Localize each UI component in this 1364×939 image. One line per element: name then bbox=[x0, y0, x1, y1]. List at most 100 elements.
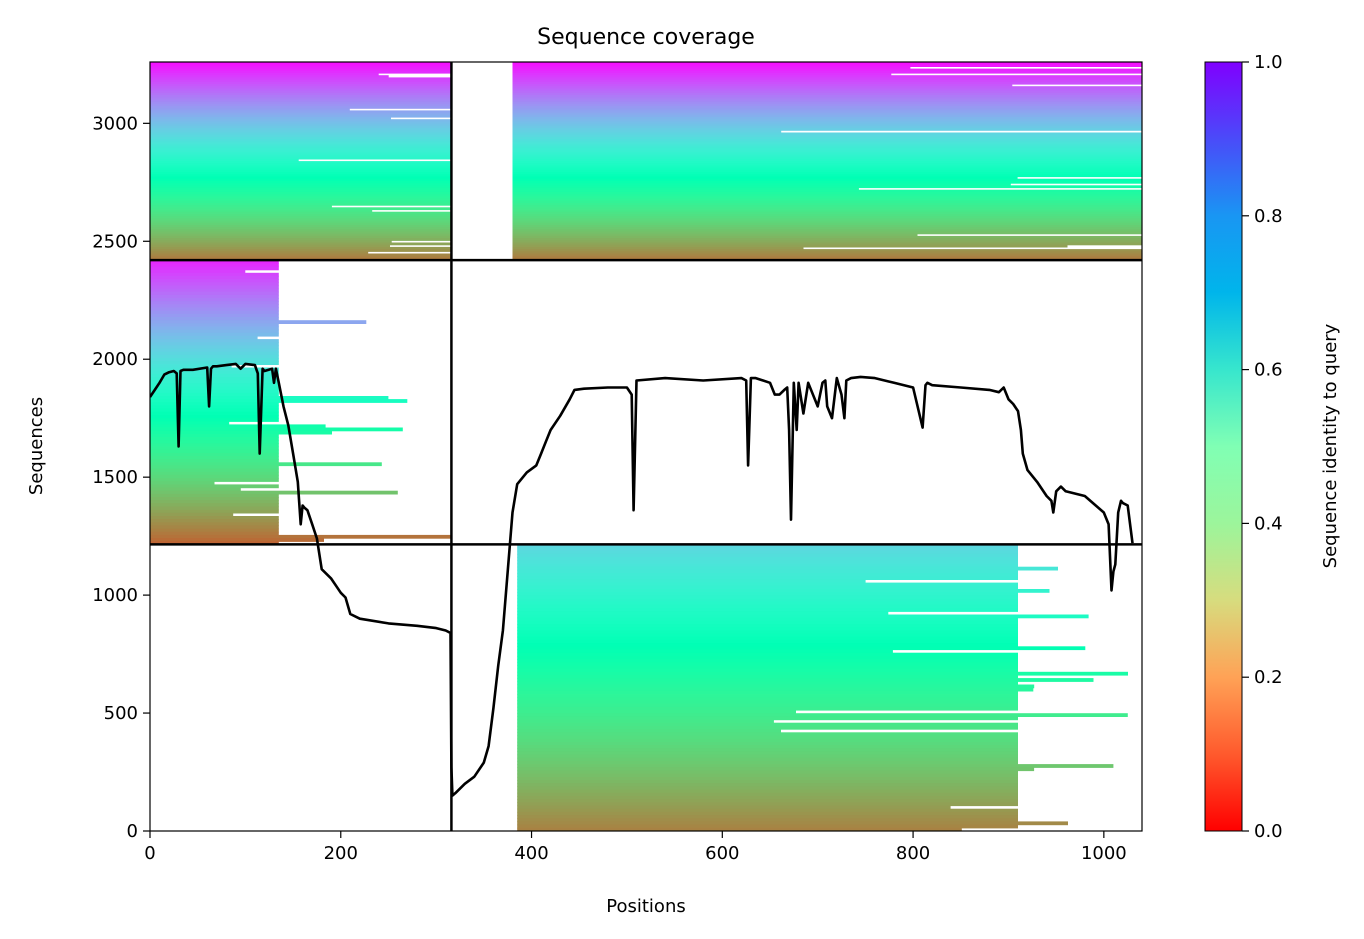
coverage-band bbox=[150, 456, 279, 460]
coverage-band bbox=[150, 235, 452, 239]
coverage-band bbox=[150, 152, 452, 156]
coverage-band bbox=[150, 509, 279, 514]
coverage-band bbox=[150, 541, 279, 545]
coverage-band bbox=[517, 636, 1018, 641]
coverage-band bbox=[150, 443, 279, 448]
coverage-band bbox=[150, 320, 367, 324]
coverage-band bbox=[517, 751, 1018, 756]
coverage-band bbox=[150, 103, 452, 107]
coverage-band bbox=[150, 196, 452, 200]
coverage-band bbox=[150, 213, 452, 217]
coverage-band bbox=[150, 249, 452, 252]
coverage-band bbox=[150, 275, 279, 280]
coverage-band bbox=[150, 373, 279, 378]
coverage-band bbox=[150, 145, 452, 149]
coverage-band bbox=[150, 198, 452, 202]
coverage-band bbox=[150, 497, 279, 501]
coverage-band bbox=[512, 167, 1142, 171]
coverage-band bbox=[150, 202, 452, 206]
y-tick-label: 500 bbox=[104, 703, 138, 724]
coverage-band bbox=[512, 84, 1013, 87]
coverage-band bbox=[517, 697, 1018, 702]
coverage-band bbox=[512, 242, 1142, 246]
coverage-band bbox=[512, 152, 1142, 156]
coverage-band bbox=[517, 732, 1018, 737]
coverage-band bbox=[150, 294, 279, 299]
coverage-band bbox=[150, 158, 299, 162]
coverage-band bbox=[150, 224, 452, 228]
coverage-band bbox=[517, 748, 1018, 752]
coverage-band bbox=[512, 134, 1142, 138]
x-axis-label: Positions bbox=[606, 896, 685, 917]
coverage-band bbox=[512, 205, 1142, 208]
coverage-band bbox=[512, 200, 1142, 204]
y-tick-label: 2000 bbox=[92, 349, 138, 370]
coverage-band bbox=[512, 202, 1142, 206]
coverage-band bbox=[517, 811, 1018, 816]
coverage-band bbox=[150, 386, 279, 391]
plot-area bbox=[150, 62, 1142, 831]
coverage-band bbox=[150, 172, 452, 175]
coverage-block-4 bbox=[512, 62, 1142, 261]
coverage-band bbox=[150, 317, 279, 321]
coverage-band bbox=[150, 227, 452, 230]
coverage-band bbox=[150, 73, 379, 76]
coverage-band bbox=[517, 773, 1018, 778]
coverage-band bbox=[517, 627, 1018, 631]
coverage-band bbox=[517, 792, 1018, 797]
coverage-band bbox=[517, 633, 1018, 638]
coverage-band bbox=[150, 121, 452, 125]
coverage-band bbox=[150, 101, 452, 105]
coverage-band bbox=[150, 185, 452, 189]
coverage-band bbox=[512, 163, 1142, 167]
coverage-band bbox=[150, 534, 453, 539]
coverage-band bbox=[150, 90, 452, 94]
x-tick-label: 0 bbox=[144, 843, 155, 864]
coverage-band bbox=[512, 231, 1142, 235]
coverage-band bbox=[512, 95, 1142, 98]
coverage-band bbox=[150, 396, 389, 400]
coverage-band bbox=[150, 452, 279, 457]
coverage-band bbox=[512, 213, 1142, 217]
y-tick-label: 3000 bbox=[92, 113, 138, 134]
coverage-band bbox=[512, 220, 1142, 224]
coverage-band bbox=[517, 713, 1128, 717]
coverage-band bbox=[512, 68, 1142, 72]
coverage-band bbox=[512, 62, 1142, 65]
coverage-band bbox=[517, 725, 1018, 730]
coverage-band bbox=[517, 767, 1035, 772]
y-tick-label: 1500 bbox=[92, 467, 138, 488]
coverage-band bbox=[150, 285, 279, 290]
coverage-band bbox=[517, 780, 1018, 784]
coverage-band bbox=[517, 617, 1018, 622]
coverage-band bbox=[150, 414, 279, 419]
coverage-band bbox=[150, 402, 279, 407]
coverage-band bbox=[150, 500, 279, 504]
coverage-band bbox=[517, 560, 1018, 565]
coverage-band bbox=[150, 421, 230, 425]
coverage-band bbox=[150, 389, 279, 394]
coverage-band bbox=[150, 106, 452, 109]
coverage-band bbox=[150, 77, 452, 81]
coverage-band bbox=[150, 465, 279, 470]
coverage-band bbox=[150, 62, 452, 65]
coverage-band bbox=[517, 757, 1018, 762]
coverage-band bbox=[150, 310, 279, 315]
coverage-band bbox=[517, 620, 1018, 625]
coverage-band bbox=[517, 608, 1018, 612]
coverage-band bbox=[517, 805, 951, 810]
coverage-band bbox=[150, 411, 279, 416]
coverage-band bbox=[150, 132, 452, 136]
coverage-band bbox=[150, 323, 279, 328]
coverage-band bbox=[512, 141, 1142, 145]
coverage-band bbox=[150, 156, 452, 160]
coverage-band bbox=[150, 307, 279, 312]
coverage-band bbox=[512, 79, 1142, 83]
coverage-band bbox=[150, 329, 279, 334]
coverage-band bbox=[150, 342, 279, 347]
coverage-band bbox=[517, 550, 1018, 555]
coverage-band bbox=[150, 399, 408, 403]
coverage-band bbox=[517, 659, 1018, 663]
coverage-band bbox=[512, 233, 918, 237]
